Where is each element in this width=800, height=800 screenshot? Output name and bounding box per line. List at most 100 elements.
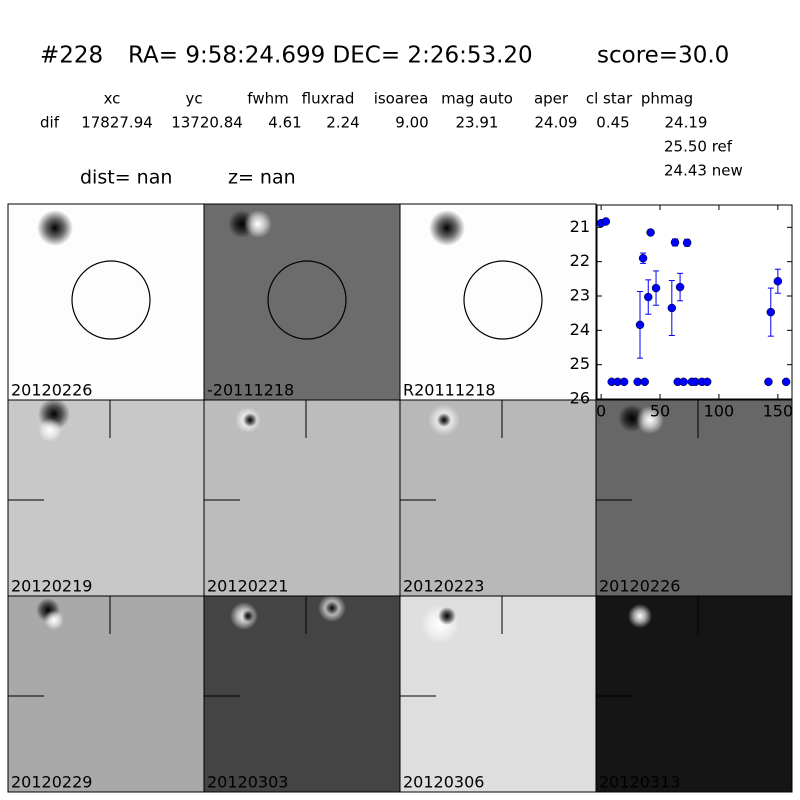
data-point (635, 320, 645, 330)
panel-image (596, 596, 792, 792)
y-tick-label: 26 (570, 389, 590, 408)
y-tick-label: 24 (570, 320, 590, 339)
column-header: phmag (641, 90, 693, 108)
image-panel: 20120306 (399, 595, 597, 793)
aperture (463, 260, 543, 340)
new-mag: 24.43 new (664, 162, 743, 180)
source (37, 210, 73, 246)
image-panel: 20120313 (595, 595, 793, 793)
source (38, 418, 62, 442)
source (44, 610, 64, 630)
y-tick-label: 22 (570, 251, 590, 270)
x-tick-label: 100 (704, 402, 735, 421)
data-point (702, 377, 712, 387)
data-point (646, 228, 655, 237)
dist: dist= nan (80, 167, 172, 189)
y-tick-label: 21 (570, 217, 590, 236)
panel-image (8, 204, 204, 400)
data-point (619, 377, 629, 387)
panel-image (204, 596, 400, 792)
score: score=30.0 (597, 43, 729, 69)
redshift: z= nan (228, 167, 296, 189)
image-panel: 20120219 (7, 398, 205, 597)
image-panel: 20120221 (203, 399, 401, 597)
panel-label: 20120226 (11, 381, 92, 400)
panel-label: 20120306 (403, 773, 484, 792)
data-point (773, 276, 783, 286)
table-value: 23.91 (456, 114, 499, 132)
column-header: fluxrad (302, 90, 355, 108)
panel-label: 20120223 (403, 577, 484, 596)
column-header: isoarea (374, 90, 429, 108)
panel-label: 20120226 (599, 577, 680, 596)
data-point (640, 377, 649, 387)
column-header: xc (104, 90, 121, 108)
image-panel: 20120226 (7, 203, 205, 401)
data-point (766, 307, 776, 317)
table-value: 2.24 (326, 114, 359, 132)
column-header: mag auto (441, 90, 513, 108)
data-point (670, 238, 680, 247)
image-panel: 20120229 (7, 595, 205, 793)
panel-label: 20120313 (599, 773, 680, 792)
row-label: dif (40, 114, 60, 132)
column-header: cl star (586, 90, 633, 108)
panel-image (400, 204, 596, 400)
coordinates: RA= 9:58:24.699 DEC= 2:26:53.20 (128, 43, 533, 69)
image-panel: 20120303 (203, 594, 401, 793)
source (243, 413, 257, 427)
data-point (675, 282, 685, 292)
ref-mag: 25.50 ref (664, 138, 733, 156)
source (437, 413, 451, 427)
data-point (633, 377, 642, 387)
table-value: 4.61 (268, 114, 301, 132)
image-panel: -20111218 (203, 203, 401, 401)
data-point (638, 253, 648, 263)
data-point (781, 377, 791, 387)
source (636, 406, 664, 434)
data-point (679, 377, 688, 387)
y-tick-label: 23 (570, 285, 590, 304)
x-tick-label: 50 (650, 402, 670, 421)
panel-label: 20120303 (207, 773, 288, 792)
data-point (667, 303, 677, 313)
plot-area (596, 204, 793, 400)
source (244, 210, 272, 238)
panel-image (8, 400, 204, 596)
panel-image (596, 400, 792, 596)
table-value: 17827.94 (81, 114, 153, 132)
x-tick-label: 0 (596, 402, 606, 421)
source (242, 610, 254, 622)
table-value: 24.09 (535, 114, 578, 132)
source (628, 604, 652, 628)
image-panel: R20111218 (399, 203, 597, 401)
data-point (601, 217, 611, 226)
light-curve: 21 22 23 24 25 26 0 50 100 150 (570, 204, 794, 421)
source (420, 604, 460, 644)
table-value: 24.19 (665, 114, 708, 132)
panel-image (204, 400, 400, 596)
image-panel: 20120223 (399, 399, 597, 597)
panel-frame (595, 595, 793, 793)
x-tick-label: 150 (763, 402, 794, 421)
data-point (682, 238, 692, 248)
object-id: #228 (40, 43, 103, 69)
panel-image (8, 596, 204, 792)
table-value: 9.00 (395, 114, 428, 132)
aperture (267, 260, 347, 340)
column-header: fwhm (247, 90, 288, 108)
y-tick-label: 25 (570, 354, 590, 373)
source (429, 210, 465, 246)
data-point (644, 292, 653, 302)
column-header: yc (185, 90, 202, 108)
data-point (764, 377, 773, 387)
panel-label: R20111218 (403, 381, 496, 400)
source (325, 601, 339, 615)
panel-label: -20111218 (207, 381, 294, 400)
aperture (71, 260, 151, 340)
data-point (651, 283, 661, 293)
panel-label: 20120219 (11, 577, 92, 596)
image-panel: 20120226 (595, 399, 793, 597)
source (438, 607, 456, 625)
